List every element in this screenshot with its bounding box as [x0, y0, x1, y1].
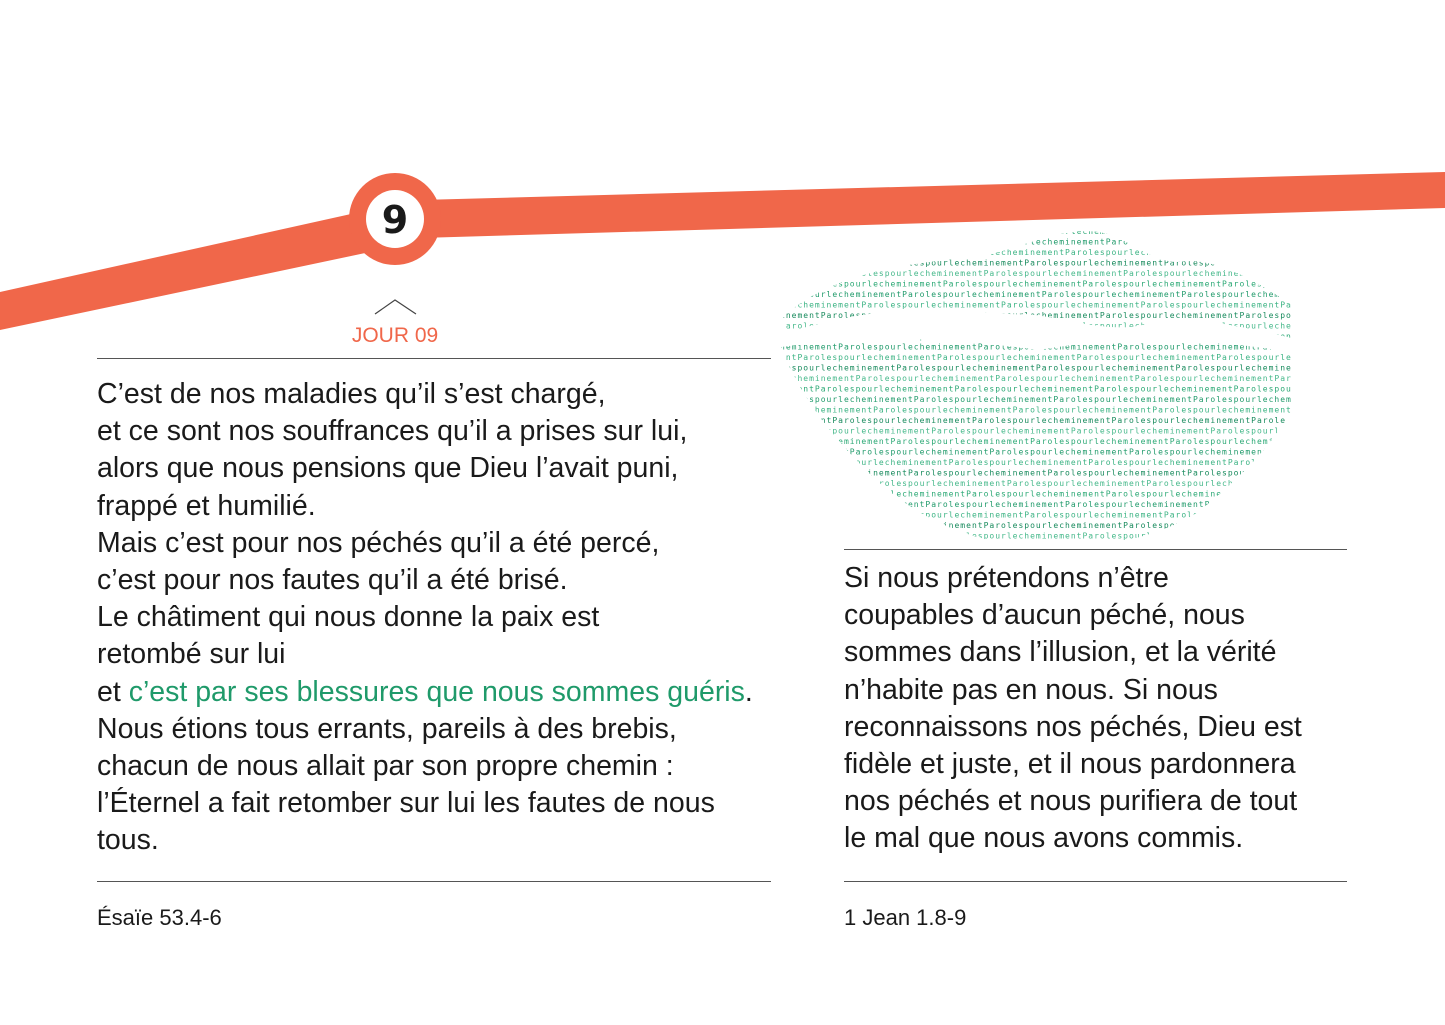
word-art-row: lecheminementParolespourlecheminementPar…	[780, 374, 1292, 383]
text-line: C’est de nos maladies qu’il s’est chargé…	[97, 378, 606, 410]
text-line: coupables d’aucun péché, nous	[844, 599, 1245, 632]
text-line: l’Éternel a fait retomber sur lui les fa…	[97, 787, 715, 820]
word-art-row: inementParolespourlecheminementParolespo…	[780, 311, 1292, 320]
word-art-row: lespourlecheminementParolespourlechemine…	[780, 364, 1292, 373]
text-line: Si nous prétendons n’être	[844, 562, 1169, 594]
word-art-row: arolespourlecheminementParolespourlechem…	[780, 395, 1292, 404]
lips-word-art: urlecheminementParolespourlecheminementP…	[780, 227, 1292, 541]
word-art-row: olespourlecheminementParolespourlechemin…	[780, 290, 1292, 299]
text-line: c’est pour nos fautes qu’il a été brisé.	[97, 564, 568, 597]
text-line: fidèle et juste, et il nous pardonnera	[844, 748, 1296, 781]
word-art-row: tParolespourlecheminementParolespourlech…	[780, 248, 1292, 257]
text-line: Nous étions tous errants, pareils à des …	[97, 712, 677, 745]
divider	[97, 881, 771, 882]
word-art-row: heminementParolespourlecheminementParole…	[780, 343, 1292, 352]
divider	[844, 881, 1347, 882]
reference-right: 1 Jean 1.8-9	[844, 905, 967, 930]
timeline-track	[0, 172, 1445, 330]
word-art-row: spourlecheminementParolespourlechemineme…	[780, 259, 1292, 268]
word-art-row: tParolespourlecheminementParolespourlech…	[780, 500, 1292, 509]
text-line: Mais c’est pour nos péchés qu’il a été p…	[97, 526, 660, 559]
word-art-row: espourlecheminementParolespourlecheminem…	[780, 437, 1292, 446]
word-art-row: ourlecheminementParolespourlecheminement…	[780, 406, 1292, 415]
text-line: le mal que nous avons commis.	[844, 822, 1244, 855]
text-line: n’habite pas en nous. Si nous	[844, 673, 1218, 706]
word-art-row: ementParolespourlecheminementParolespour…	[780, 458, 1292, 467]
text-line: chacun de nous allait par son propre che…	[97, 750, 674, 783]
word-art-row: nementParolespourlecheminementParolespou…	[780, 385, 1292, 394]
text-line: Le châtiment qui nous donne la paix est	[97, 601, 600, 634]
text-line: et ce sont nos souffrances qu’il a prise…	[97, 415, 688, 448]
text-line: sommes dans l’illusion, et la vérité	[844, 636, 1277, 669]
word-art-row: cheminementParolespourlecheminementParol…	[780, 521, 1292, 530]
word-art-row: ntParolespourlecheminementParolespourlec…	[780, 427, 1292, 436]
track-left	[0, 212, 370, 330]
caret-up-icon	[374, 299, 417, 315]
track-right	[420, 172, 1445, 238]
word-art-row: minementParolespourlecheminementParolesp…	[780, 490, 1292, 499]
text: et	[97, 675, 129, 708]
highlight-line: et c’est par ses blessures que nous somm…	[97, 674, 753, 711]
divider	[97, 358, 771, 359]
word-art-row: entParolespourlecheminementParolespourle…	[780, 353, 1292, 362]
divider	[844, 549, 1347, 550]
text-line: retombé sur lui	[97, 638, 286, 671]
day-number: 9	[381, 198, 409, 242]
word-art-row: mentParolespourlecheminementParolespourl…	[780, 280, 1292, 289]
word-art-row: cheminementParolespourlecheminementParol…	[780, 269, 1292, 278]
text-line: reconnaissons nos péchés, Dieu est	[844, 710, 1302, 743]
word-art-row: eminementParolespourlecheminementParoles…	[780, 416, 1292, 425]
reference-left: Ésaïe 53.4-6	[97, 905, 222, 930]
day-badge-center	[366, 190, 424, 248]
word-art-row: spourlecheminementParolespourlechemineme…	[780, 511, 1292, 520]
highlighted-text: c’est par ses blessures que nous sommes …	[128, 675, 745, 708]
word-art-row: minementParolespourlecheminementParolesp…	[780, 238, 1292, 247]
word-art-row: urlecheminementParolespourlecheminementP…	[780, 227, 1292, 236]
day-label: JOUR 09	[351, 324, 439, 347]
word-art-row: urlecheminementParolespourlecheminementP…	[780, 479, 1292, 488]
word-art-row: mentParolespourlecheminementParolespourl…	[780, 532, 1292, 541]
word-art-row: rlecheminementParolespourlecheminementPa…	[780, 301, 1292, 310]
scripture-left: C’est de nos maladies qu’il s’est chargé…	[97, 376, 753, 860]
text: .	[744, 675, 753, 708]
scripture-right: Si nous prétendons n’être coupables d’au…	[844, 560, 1302, 858]
word-art-row: pourlecheminementParolespourlecheminemen…	[780, 332, 1292, 341]
word-art-row: rolespourlecheminementParolespourlechemi…	[780, 469, 1292, 478]
word-art-row: ParolespourlecheminementParolespourleche…	[780, 322, 1292, 331]
text-line: tous.	[97, 824, 159, 857]
text-line: alors que nous pensions que Dieu l’avait…	[97, 452, 679, 485]
word-art-row: echeminementParolespourlecheminementParo…	[780, 448, 1292, 457]
text-line: frappé et humilié.	[97, 489, 316, 522]
text-line: nos péchés et nous purifiera de tout	[844, 785, 1298, 818]
